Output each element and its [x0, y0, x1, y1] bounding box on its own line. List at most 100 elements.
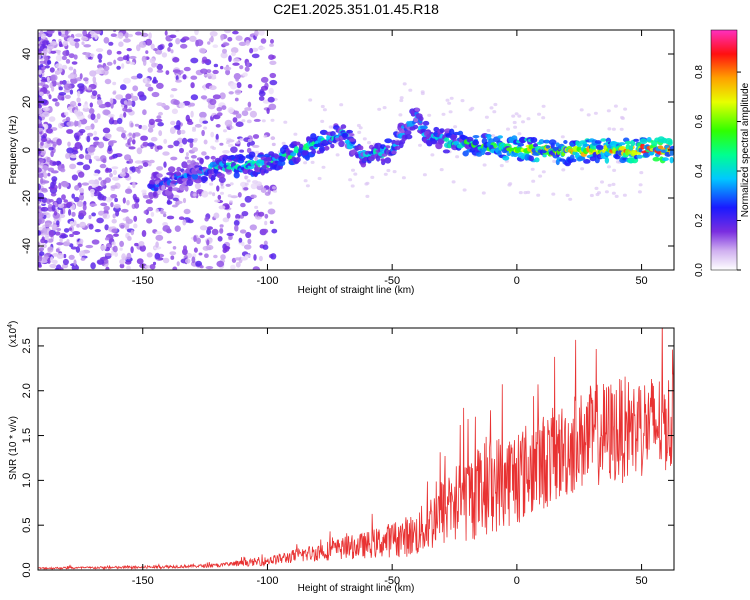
noise-blob [48, 146, 54, 151]
noise-blob [638, 183, 643, 187]
noise-blob [135, 31, 142, 36]
noise-blob [518, 191, 523, 195]
x-tick-label: -100 [256, 275, 278, 287]
noise-blob [150, 136, 158, 142]
noise-blob [110, 202, 114, 208]
noise-blob [119, 263, 125, 269]
noise-blob [111, 218, 117, 224]
noise-blob [104, 133, 112, 139]
noise-blob [96, 259, 105, 265]
noise-blob [45, 65, 50, 69]
noise-blob [348, 178, 353, 182]
signal-blob [254, 166, 261, 173]
noise-blob [88, 146, 96, 153]
noise-blob [117, 56, 125, 62]
noise-blob [358, 126, 363, 130]
noise-blob [80, 257, 86, 261]
noise-blob [269, 72, 277, 79]
noise-blob [303, 179, 308, 183]
noise-blob [62, 50, 70, 57]
noise-blob [244, 254, 251, 259]
noise-blob [489, 106, 494, 110]
noise-blob [142, 195, 150, 199]
noise-blob [57, 51, 61, 56]
noise-blob [88, 224, 94, 230]
signal-blob [418, 116, 424, 122]
noise-blob [99, 163, 107, 169]
noise-blob [217, 112, 223, 117]
y-tick-label: 0 [21, 147, 33, 153]
noise-blob [125, 225, 129, 230]
noise-blob [491, 134, 496, 138]
x-tick-label: 0 [514, 575, 520, 587]
signal-blob [394, 145, 401, 150]
signal-blob [156, 173, 163, 178]
noise-blob [103, 37, 110, 44]
noise-blob [107, 145, 112, 152]
noise-blob [607, 165, 611, 169]
noise-blob [46, 30, 54, 34]
noise-blob [141, 189, 147, 194]
noise-blob [254, 30, 259, 37]
signal-blob [633, 138, 639, 142]
noise-blob [418, 143, 422, 147]
noise-blob [42, 40, 49, 46]
noise-blob [339, 103, 344, 107]
noise-blob [198, 47, 207, 54]
colorbar-gradient [710, 29, 738, 271]
noise-blob [223, 30, 232, 34]
noise-blob [119, 247, 123, 251]
noise-blob [87, 132, 94, 137]
noise-blob [111, 241, 116, 246]
noise-blob [110, 33, 117, 37]
noise-blob [69, 233, 74, 238]
noise-blob [60, 208, 64, 216]
noise-blob [439, 168, 444, 172]
noise-blob [148, 32, 152, 40]
noise-blob [293, 132, 298, 136]
noise-blob [268, 103, 277, 111]
noise-blob [579, 108, 584, 112]
noise-blob [147, 127, 154, 133]
noise-blob [235, 35, 243, 41]
noise-blob [73, 38, 81, 42]
noise-blob [69, 89, 74, 95]
signal-blob [600, 138, 607, 142]
noise-blob [106, 61, 113, 66]
noise-blob [250, 194, 257, 199]
noise-blob [118, 41, 124, 47]
noise-blob [65, 59, 71, 64]
signal-blob [457, 130, 464, 136]
noise-blob [44, 222, 52, 228]
noise-blob [96, 113, 101, 120]
noise-blob [357, 130, 362, 134]
noise-blob [365, 194, 370, 198]
noise-blob [49, 67, 55, 73]
noise-blob [565, 193, 570, 197]
noise-blob [112, 81, 117, 86]
noise-blob [212, 44, 219, 48]
noise-blob [47, 43, 55, 50]
noise-blob [79, 238, 84, 244]
noise-blob [56, 253, 64, 259]
noise-blob [147, 206, 154, 212]
noise-blob [156, 102, 164, 106]
noise-blob [593, 111, 598, 115]
noise-blob [48, 230, 55, 238]
signal-blob [414, 107, 420, 112]
noise-blob [538, 174, 543, 178]
noise-blob [126, 252, 132, 260]
noise-blob [353, 172, 358, 176]
noise-blob [81, 182, 89, 186]
signal-blob [669, 149, 674, 156]
noise-blob [172, 69, 181, 73]
noise-blob [370, 175, 375, 179]
noise-blob [62, 258, 69, 266]
noise-blob [220, 34, 224, 41]
noise-blob [55, 248, 60, 253]
noise-blob [208, 191, 213, 195]
noise-blob [119, 172, 126, 177]
noise-blob [402, 82, 407, 86]
noise-blob [140, 32, 149, 38]
snr-frame [37, 327, 675, 571]
